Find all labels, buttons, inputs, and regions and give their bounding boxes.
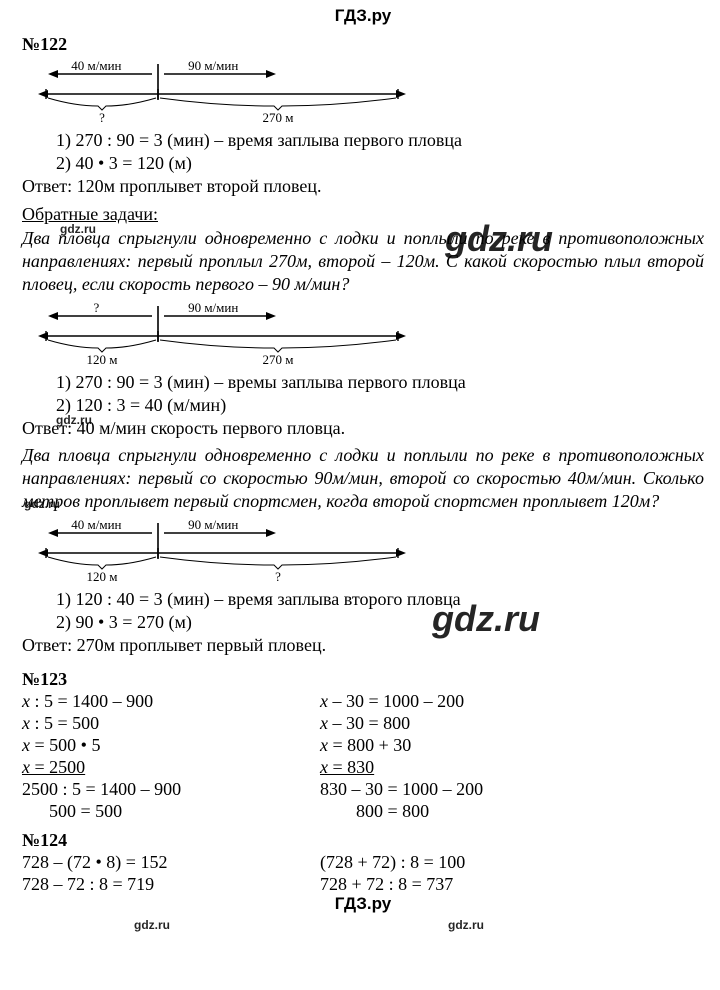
watermark-small: gdz.ru: [134, 918, 170, 932]
svg-text:40 м/мин: 40 м/мин: [71, 517, 121, 532]
svg-text:?: ?: [99, 110, 105, 124]
inverse2-text: Два пловца спрыгнули одновременно с лодк…: [22, 444, 704, 513]
equation-line: x = 800 + 30: [320, 735, 570, 757]
equation-line: 500 = 500: [22, 801, 272, 823]
equation-line: x = 830: [320, 757, 570, 779]
equation-line: 830 – 30 = 1000 – 200: [320, 779, 570, 801]
site-footer: ГДЗ.ру: [22, 894, 704, 914]
svg-text:?: ?: [275, 569, 281, 583]
t123-colB: x – 30 = 1000 – 200x – 30 = 800x = 800 +…: [320, 691, 570, 823]
inv1-step1: 1) 270 : 90 = 3 (мин) – времы заплыва пе…: [56, 372, 704, 394]
svg-text:?: ?: [94, 300, 100, 315]
equation-line: (728 + 72) : 8 = 100: [320, 852, 570, 874]
page: ГДЗ.ру №122 40 м/мин 90 м/мин? 270 м 1) 27…: [0, 0, 720, 990]
task-124-heading: №124: [22, 830, 704, 851]
diagram-2: ? 90 м/мин 120 м 270 м: [36, 300, 416, 366]
inv2-step2: 2) 90 • 3 = 270 (м): [56, 612, 704, 634]
t124-colB: (728 + 72) : 8 = 100728 + 72 : 8 = 737: [320, 852, 570, 896]
svg-text:120 м: 120 м: [87, 569, 118, 583]
equation-line: 2500 : 5 = 1400 – 900: [22, 779, 272, 801]
t124-colA: 728 – (72 • 8) = 152728 – 72 : 8 = 719: [22, 852, 272, 896]
equation-line: x : 5 = 500: [22, 713, 272, 735]
svg-text:90 м/мин: 90 м/мин: [188, 300, 238, 315]
equation-line: 800 = 800: [320, 801, 570, 823]
task-123-heading: №123: [22, 669, 704, 690]
watermark-small: gdz.ru: [448, 918, 484, 932]
inverse-title: Обратные задачи:: [22, 204, 704, 225]
inverse1-text: Два пловца спрыгнули одновременно с лодк…: [22, 227, 704, 296]
equation-line: x = 2500: [22, 757, 272, 779]
equation-line: 728 + 72 : 8 = 737: [320, 874, 570, 896]
t123-columns: x : 5 = 1400 – 900x : 5 = 500x = 500 • 5…: [22, 691, 704, 823]
inv1-step2: 2) 120 : 3 = 40 (м/мин): [56, 395, 704, 417]
t122-step1: 1) 270 : 90 = 3 (мин) – время заплыва пе…: [56, 130, 704, 152]
equation-line: x – 30 = 1000 – 200: [320, 691, 570, 713]
inv2-answer: Ответ: 270м проплывет первый пловец.: [22, 635, 704, 657]
diagram-3: 40 м/мин 90 м/мин 120 м?: [36, 517, 416, 583]
t124-columns: 728 – (72 • 8) = 152728 – 72 : 8 = 719 (…: [22, 852, 704, 896]
svg-text:270 м: 270 м: [263, 110, 294, 124]
diagram-1: 40 м/мин 90 м/мин? 270 м: [36, 58, 416, 124]
equation-line: x = 500 • 5: [22, 735, 272, 757]
equation-line: x – 30 = 800: [320, 713, 570, 735]
t123-colA: x : 5 = 1400 – 900x : 5 = 500x = 500 • 5…: [22, 691, 272, 823]
inv2-step1: 1) 120 : 40 = 3 (мин) – время заплыва вт…: [56, 589, 704, 611]
inv1-answer: Ответ: 40 м/мин скорость первого пловца.: [22, 418, 704, 440]
svg-text:270 м: 270 м: [263, 352, 294, 366]
site-header: ГДЗ.ру: [22, 6, 704, 26]
t122-step2: 2) 40 • 3 = 120 (м): [56, 153, 704, 175]
svg-text:120 м: 120 м: [87, 352, 118, 366]
t122-answer: Ответ: 120м проплывет второй пловец.: [22, 176, 704, 198]
equation-line: 728 – 72 : 8 = 719: [22, 874, 272, 896]
svg-text:90 м/мин: 90 м/мин: [188, 517, 238, 532]
svg-text:40 м/мин: 40 м/мин: [71, 58, 121, 73]
equation-line: 728 – (72 • 8) = 152: [22, 852, 272, 874]
svg-text:90 м/мин: 90 м/мин: [188, 58, 238, 73]
equation-line: x : 5 = 1400 – 900: [22, 691, 272, 713]
task-122-heading: №122: [22, 34, 704, 55]
